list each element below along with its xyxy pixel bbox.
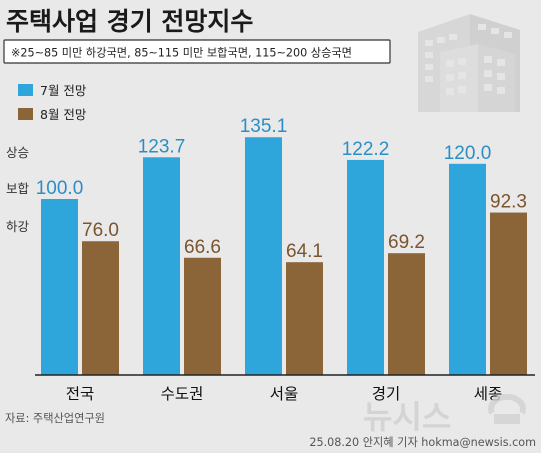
category-label-4: 경기	[372, 385, 401, 403]
value-label-2-1: 76.0	[82, 220, 119, 241]
legend-label-2: 8월 전망	[40, 107, 87, 122]
building-icon	[418, 14, 520, 112]
bars: 100.0 76.0 전국 123.7 66.6 수도권 135.1 64.1 서울 122.2 6…	[36, 116, 527, 403]
chart-subtitle: ※25~85 미만 하강국면, 85~115 미만 보합국면, 115~200 …	[11, 46, 352, 60]
subtitle-box	[3, 39, 391, 64]
value-label-2-4: 69.2	[388, 232, 425, 253]
value-label-1-2: 123.7	[138, 136, 186, 157]
bar-1-4	[347, 159, 384, 375]
watermark: 뉴시스	[363, 398, 451, 436]
bar-1-5	[449, 163, 486, 375]
level-label-3: 하강	[6, 219, 30, 234]
value-label-1-4: 122.2	[342, 139, 390, 160]
legend-swatch-1	[18, 84, 33, 96]
legend-swatch-2	[18, 108, 33, 120]
bar-1-2	[143, 157, 180, 375]
bar-2-1	[82, 241, 119, 375]
bar-2-3	[286, 262, 323, 375]
level-label-1: 상승	[6, 145, 29, 160]
bar-2-2	[184, 257, 221, 375]
bar-2-5	[490, 212, 527, 375]
legend-label-1: 7월 전망	[40, 83, 87, 98]
value-label-1-5: 120.0	[444, 143, 492, 164]
value-label-1-1: 100.0	[36, 178, 84, 199]
source-text: 자료: 주택산업연구원	[5, 411, 105, 425]
bar-1-1	[41, 199, 78, 375]
watermark-logo	[488, 393, 526, 424]
credit-text: 25.08.20 안지혜 기자 hokma@newsis.com	[309, 436, 536, 449]
value-label-1-3: 135.1	[240, 116, 288, 137]
category-label-3: 서울	[270, 385, 299, 403]
bar-1-3	[245, 137, 282, 375]
value-label-2-3: 64.1	[286, 241, 323, 262]
level-label-2: 보합	[6, 181, 30, 196]
legend: 7월 전망 8월 전망	[18, 83, 87, 122]
bar-2-4	[388, 253, 425, 375]
chart-title: 주택사업 경기 전망지수	[6, 7, 253, 36]
value-label-2-2: 66.6	[184, 237, 221, 258]
category-label-2: 수도권	[161, 385, 204, 403]
category-label-1: 전국	[66, 385, 95, 403]
value-label-2-5: 92.3	[490, 192, 527, 213]
